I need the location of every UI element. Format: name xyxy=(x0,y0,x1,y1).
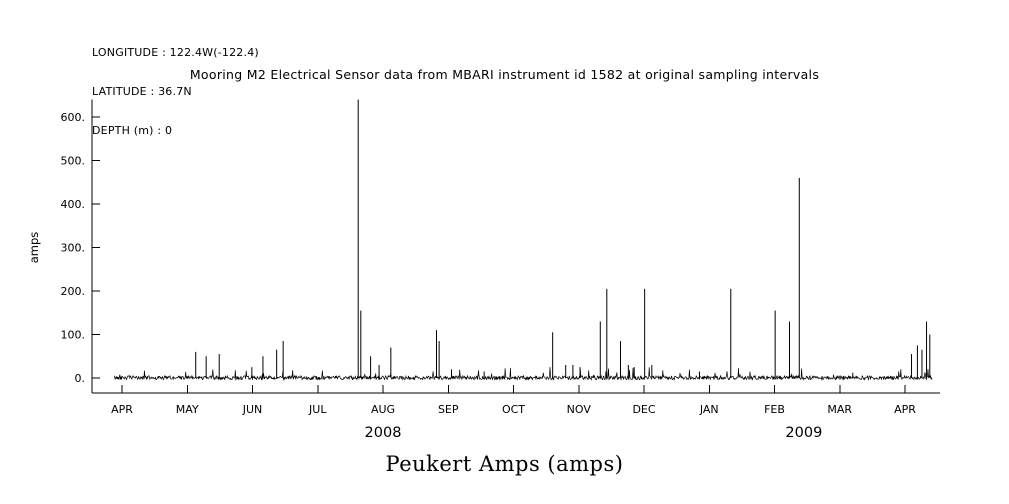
x-tick-label: APR xyxy=(111,403,133,416)
spike-lines xyxy=(195,99,931,378)
x-tick-label: MAR xyxy=(827,403,852,416)
chart-caption: Peukert Amps (amps) xyxy=(385,452,624,476)
location-metadata: LONGITUDE : 122.4W(-122.4) LATITUDE : 36… xyxy=(92,20,259,163)
latitude-label: LATITUDE : 36.7N xyxy=(92,85,192,98)
y-tick-label: 400. xyxy=(61,198,86,211)
y-tick-label: 600. xyxy=(61,111,86,124)
x-tick-label: SEP xyxy=(438,403,459,416)
x-axis: APR MAY JUN JUL AUG SEP OCT NOV DEC JAN FEB MAR APR 2… xyxy=(92,385,940,441)
x-tick-label: APR xyxy=(894,403,916,416)
y-axis: 0. 100. 200. 300. 400. 500. 600. amps xyxy=(27,99,100,393)
x-tick-label: MAY xyxy=(176,403,199,416)
data-series xyxy=(113,367,933,382)
y-tick-label: 300. xyxy=(61,242,86,255)
y-axis-title: amps xyxy=(27,232,41,264)
year-label: 2009 xyxy=(785,425,822,441)
x-tick-label: AUG xyxy=(371,403,395,416)
y-tick-label: 200. xyxy=(61,285,86,298)
y-tick-label: 100. xyxy=(61,329,86,342)
depth-label: DEPTH (m) : 0 xyxy=(92,124,173,137)
year-label: 2008 xyxy=(365,425,402,441)
x-tick-label: NOV xyxy=(567,403,592,416)
chart-title: Mooring M2 Electrical Sensor data from M… xyxy=(189,67,820,82)
y-tick-label: 0. xyxy=(75,372,86,385)
x-tick-label: JUN xyxy=(242,403,263,416)
x-tick-label: FEB xyxy=(764,403,785,416)
x-tick-label: OCT xyxy=(502,403,525,416)
baseline-trace xyxy=(113,367,933,382)
longitude-label: LONGITUDE : 122.4W(-122.4) xyxy=(92,46,259,59)
y-tick-label: 500. xyxy=(61,155,86,168)
x-tick-label: JAN xyxy=(699,403,719,416)
x-tick-label: JUL xyxy=(308,403,327,416)
x-tick-label: DEC xyxy=(632,403,655,416)
